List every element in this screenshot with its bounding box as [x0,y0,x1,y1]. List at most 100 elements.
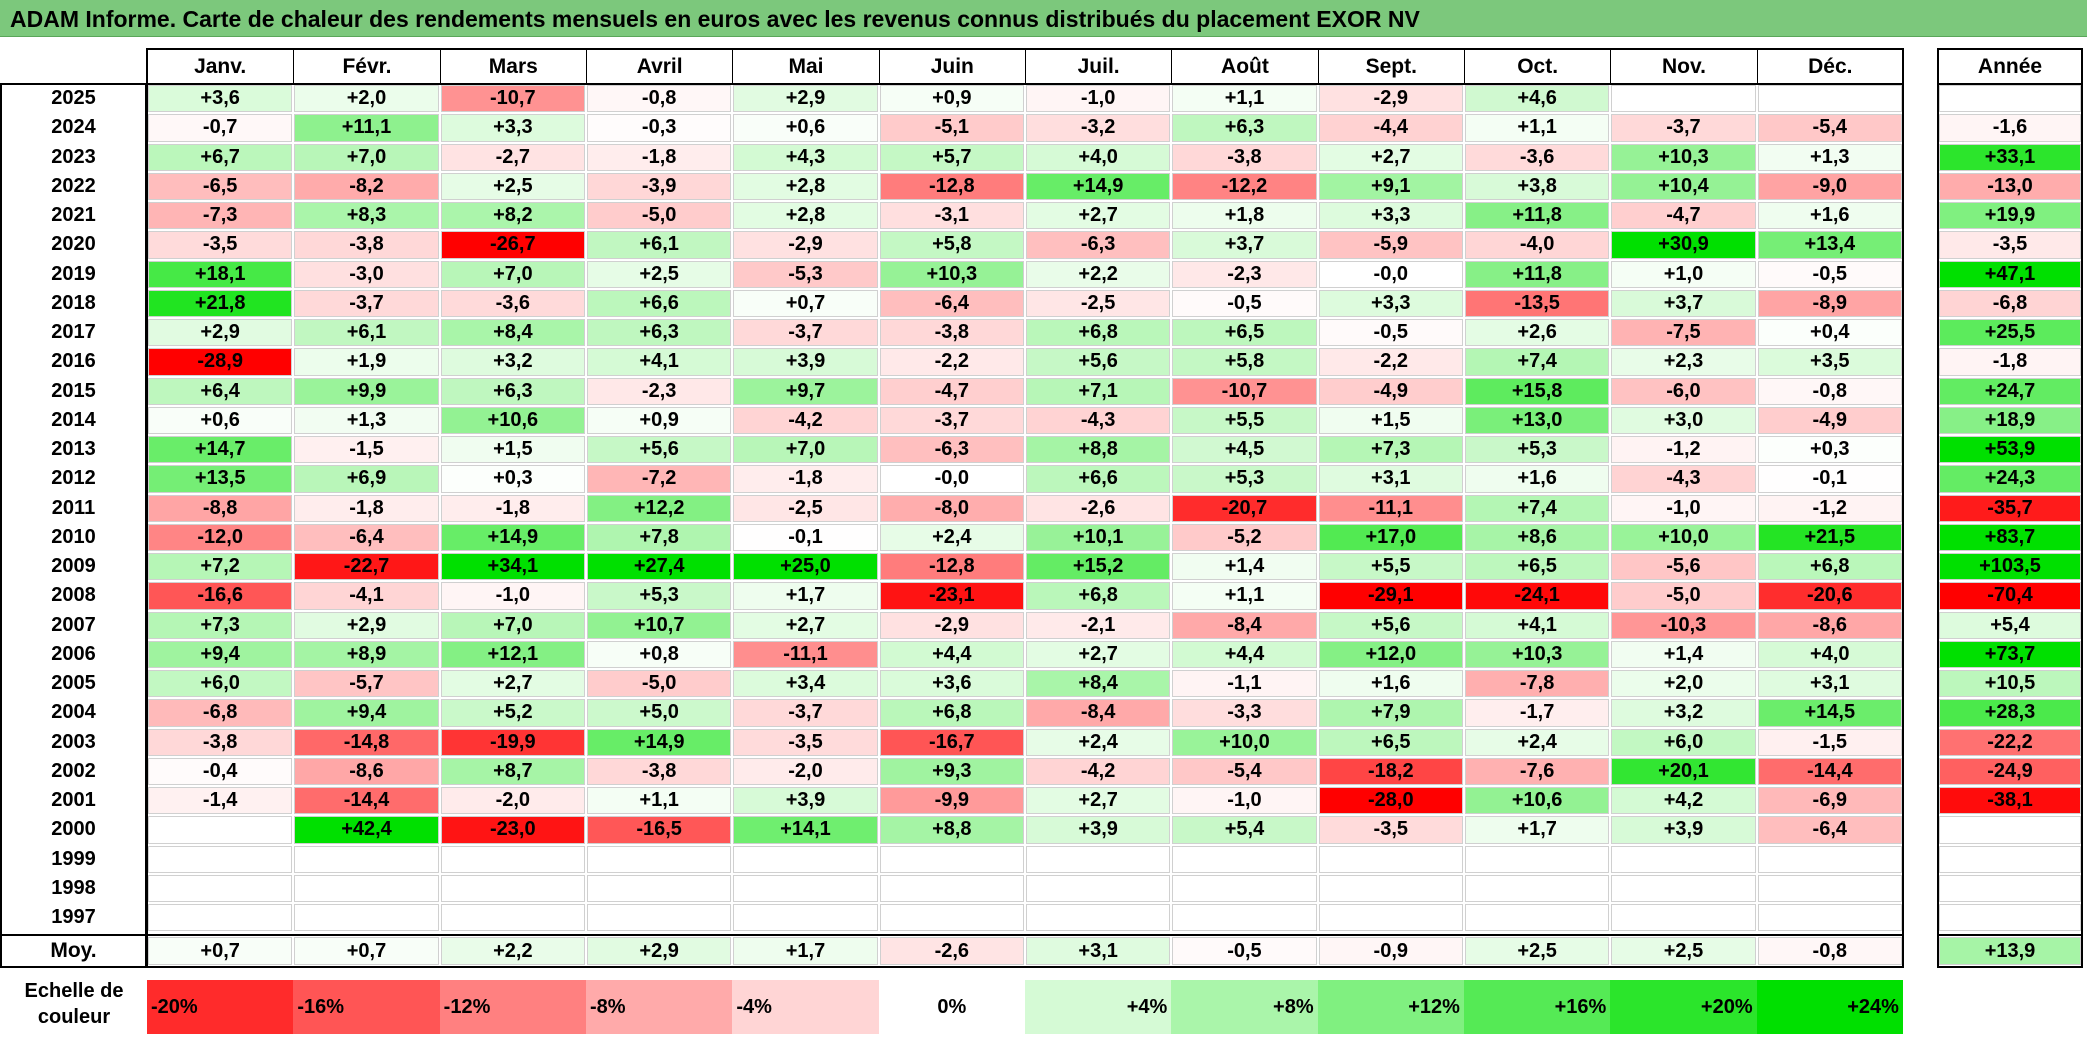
heatmap-cell: +1,3 [1757,143,1902,171]
heatmap-cell: +9,9 [294,377,439,405]
heatmap-cell: +10,3 [879,260,1024,288]
heatmap-cell: -3,8 [1172,143,1317,171]
heatmap-cell: +14,5 [1757,699,1902,727]
heatmap-cell: +3,1 [1757,670,1902,698]
heatmap-cell: +6,8 [1025,582,1171,610]
year-total-cell: -3,5 [1939,231,2081,259]
color-scale-stop: -16% [293,980,440,1034]
title-bar: ADAM Informe. Carte de chaleur des rende… [0,0,2087,37]
heatmap-cell [1611,904,1756,932]
heatmap-cell: +0,9 [586,406,732,434]
heatmap-cell [1172,874,1317,902]
heatmap-cell: +30,9 [1611,231,1756,259]
heatmap-cell: -1,8 [440,494,585,522]
heatmap-cell: -6,4 [1757,816,1902,844]
heatmap-cell: +3,1 [1318,465,1463,493]
average-cell: -0,8 [1757,937,1902,965]
heatmap-cell: +6,3 [586,319,732,347]
heatmap-cell: -4,4 [1318,114,1463,142]
average-cell: +2,9 [586,937,732,965]
heatmap-cell [148,816,293,844]
heatmap-cell: +12,0 [1318,640,1463,668]
heatmap-cell: -7,6 [1464,757,1610,785]
heatmap-cell: +0,7 [733,289,878,317]
heatmap-cell: -1,0 [1172,787,1317,815]
heatmap-cell: +6,9 [294,465,439,493]
heatmap-cell: -1,8 [586,143,732,171]
heatmap-cell: +2,0 [294,85,439,113]
year-total-cell [1939,874,2081,902]
heatmap-cell: -6,4 [294,523,439,551]
heatmap-cell [1025,904,1171,932]
heatmap-cell: +21,5 [1757,523,1902,551]
heatmap-cell: -4,0 [1464,231,1610,259]
year-total-cell: -1,8 [1939,348,2081,376]
heatmap-cell: -4,1 [294,582,439,610]
heatmap-cell: +14,9 [586,728,732,756]
heatmap-cell: -5,0 [586,202,732,230]
heatmap-cell: +7,9 [1318,699,1463,727]
heatmap-cell [733,904,878,932]
heatmap-cell [440,874,585,902]
heatmap-cell: -5,3 [733,260,878,288]
year-total-cell: +25,5 [1939,319,2081,347]
heatmap-cell: +3,6 [148,85,293,113]
heatmap-cell [1757,904,1902,932]
heatmap-cell: +0,9 [879,85,1024,113]
heatmap-cell: +34,1 [440,553,585,581]
heatmap-cell: +8,2 [440,202,585,230]
heatmap-cell: -6,3 [879,436,1024,464]
heatmap-cell [586,874,732,902]
heatmap-cell: -8,8 [148,494,293,522]
heatmap-cell: -5,1 [879,114,1024,142]
heatmap-cell: -2,9 [1318,85,1463,113]
heatmap-cell: +7,4 [1464,494,1610,522]
heatmap-cell [440,845,585,873]
heatmap-cell: +6,0 [148,670,293,698]
row-year-label: 2006 [51,642,96,665]
heatmap-cell: -16,7 [879,728,1024,756]
heatmap-cell: -1,5 [294,436,439,464]
heatmap-cell: -1,4 [148,787,293,815]
month-header: Nov. [1610,50,1756,83]
heatmap-cell: -5,4 [1757,114,1902,142]
heatmap-cell: +5,2 [440,699,585,727]
heatmap-cell: -28,9 [148,348,293,376]
color-scale-stop: +12% [1317,980,1464,1034]
heatmap-cell: -20,6 [1757,582,1902,610]
heatmap-cell [733,874,878,902]
heatmap-cell [148,904,293,932]
heatmap-cell: +2,7 [733,611,878,639]
heatmap-cell: -0,4 [148,757,293,785]
heatmap-cell [586,904,732,932]
heatmap-cell [148,845,293,873]
heatmap-cell: -1,0 [440,582,585,610]
year-total-cell: +73,7 [1939,640,2081,668]
heatmap-cell: -6,3 [1025,231,1171,259]
heatmap-cell: +2,0 [1611,670,1756,698]
heatmap-cell: -2,2 [1318,348,1463,376]
heatmap-cell: -0,7 [148,114,293,142]
heatmap-cell: +1,5 [1318,406,1463,434]
heatmap-cell: -10,3 [1611,611,1756,639]
heatmap-cell: +1,1 [1464,114,1610,142]
heatmap-cell: -6,8 [148,699,293,727]
heatmap-cell: +2,7 [1025,787,1171,815]
heatmap-cell: -3,8 [148,728,293,756]
heatmap-cell: +3,9 [1611,816,1756,844]
heatmap-cell: +5,6 [586,436,732,464]
heatmap-cell: +15,2 [1025,553,1171,581]
heatmap-cell [1757,874,1902,902]
heatmap-cell: +5,6 [1025,348,1171,376]
heatmap-cell: +3,7 [1611,289,1756,317]
heatmap-cell: -13,5 [1464,289,1610,317]
heatmap-cell: -1,2 [1757,494,1902,522]
heatmap-cell: -1,8 [294,494,439,522]
heatmap-cell: +3,3 [440,114,585,142]
year-total-header: Année [1977,54,2043,78]
month-header: Août [1171,50,1317,83]
row-year-label: 2016 [51,350,96,373]
color-scale-label-line2: couleur [37,1006,111,1028]
heatmap-cell: +10,6 [440,406,585,434]
year-total-cell: -35,7 [1939,494,2081,522]
